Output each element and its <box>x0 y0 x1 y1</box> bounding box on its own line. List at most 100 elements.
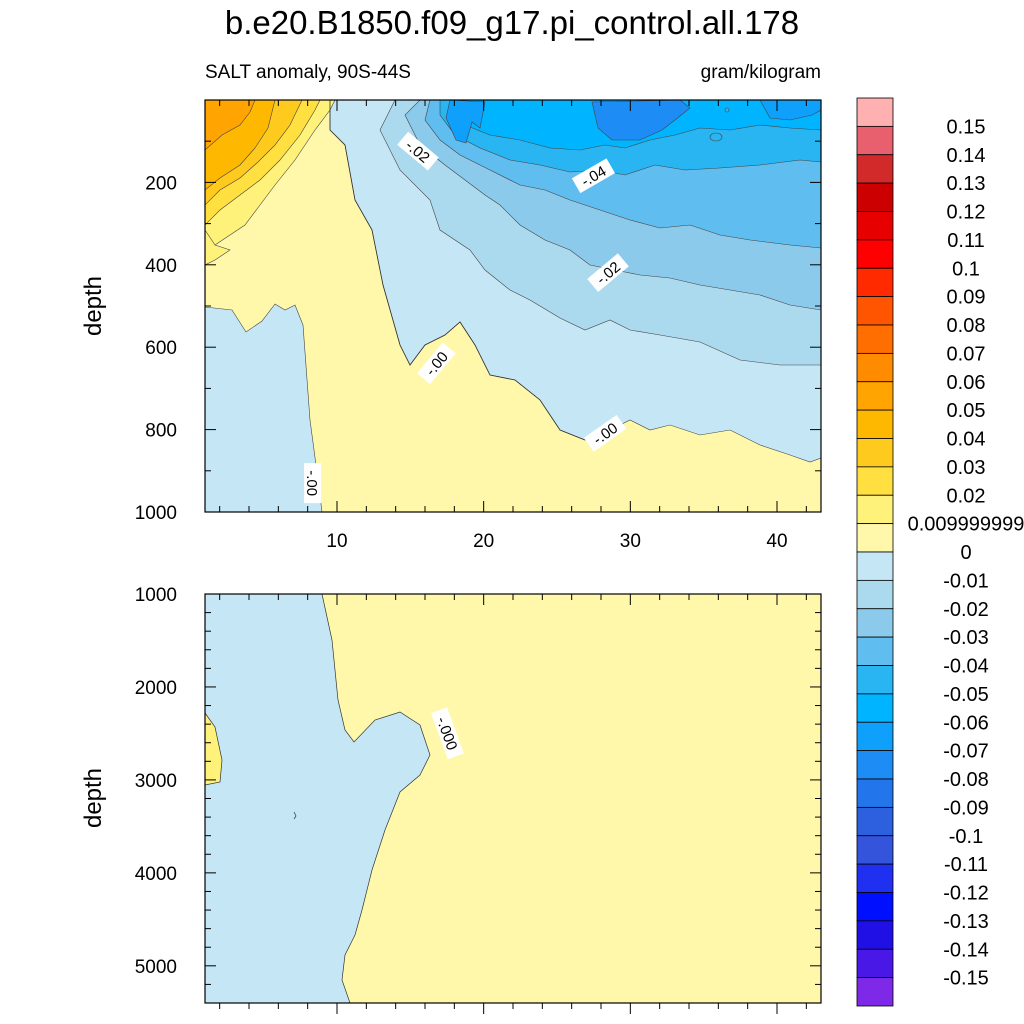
colorbar-box <box>856 324 894 354</box>
colorbar-label: 0.14 <box>947 145 986 167</box>
lower-small-artifact <box>293 811 297 820</box>
lower-fill-pos-002-left-patch <box>205 712 223 786</box>
colorbar-box <box>856 267 894 298</box>
colorbar-box <box>856 920 894 950</box>
colorbar-box <box>856 352 894 383</box>
colorbar-box <box>856 863 894 893</box>
colorbar-label: 0.05 <box>947 400 986 422</box>
colorbar-label: 0.15 <box>947 116 986 138</box>
colorbar-label: 0.1 <box>952 258 980 280</box>
colorbar-box <box>856 97 894 127</box>
upper-ytick-label: 800 <box>145 421 177 442</box>
colorbar-box <box>856 608 894 638</box>
colorbar-box <box>856 239 894 269</box>
colorbar-box <box>856 948 894 979</box>
colorbar-label: 0.07 <box>947 343 986 365</box>
upper-xtick-label: 30 <box>620 531 641 552</box>
colorbar-label: -0.14 <box>943 939 989 961</box>
upper-xtick-label: 40 <box>766 531 787 552</box>
lower-ytick-label: 2000 <box>135 678 177 699</box>
chart-subtitle-variable: SALT anomaly, 90S-44S <box>205 62 411 83</box>
colorbar-box <box>856 665 894 695</box>
colorbar-label: 0.04 <box>947 429 986 451</box>
lower-ytick-label: 4000 <box>135 864 177 885</box>
colorbar-box <box>856 721 894 752</box>
colorbar-label: -0.01 <box>943 570 989 592</box>
colorbar-box <box>856 182 894 212</box>
upper-fill-neg-small-patch <box>709 132 723 142</box>
colorbar-label: 0.12 <box>947 202 986 224</box>
colorbar-box <box>856 835 894 865</box>
colorbar-label: 0.09 <box>947 287 986 309</box>
colorbar-label: 0.02 <box>947 485 986 507</box>
colorbar-box <box>856 579 894 610</box>
colorbar-label: -0.02 <box>943 599 989 621</box>
chart-subtitle-units: gram/kilogram <box>700 62 821 83</box>
colorbar-label: -0.07 <box>943 741 989 763</box>
colorbar-box <box>856 438 894 468</box>
upper-axis-ticks <box>205 100 821 513</box>
colorbar-box <box>856 494 894 525</box>
colorbar-box <box>856 750 894 780</box>
upper-fill-neg-small-dot <box>724 107 730 113</box>
upper-xtick-label: 10 <box>326 531 347 552</box>
lower-fill-neg-001 <box>205 594 431 1003</box>
lower-axis-labels: 1000 2000 3000 4000 5000 <box>135 585 177 978</box>
colorbar-label: 0.009999999 <box>908 514 1024 536</box>
colorbar-box <box>856 154 894 184</box>
colorbar-box <box>856 211 894 241</box>
upper-axis-labels: 200 400 600 800 1000 10 20 30 40 <box>135 173 788 552</box>
colorbar-label: 0.06 <box>947 372 986 394</box>
colorbar-label: 0.03 <box>947 457 986 479</box>
lower-axis-ticks <box>205 593 821 1014</box>
colorbar-label: 0.13 <box>947 173 986 195</box>
upper-fill-neg-008-center <box>591 100 691 141</box>
colorbar-box <box>856 466 894 496</box>
colorbar-label: -0.12 <box>943 883 989 905</box>
colorbar-label: 0.08 <box>947 315 986 337</box>
colorbar: 0.15 0.14 0.13 0.12 0.11 0.1 0.09 0.08 0.07 0.06 0… <box>856 97 1024 1007</box>
colorbar-label: 0 <box>960 542 971 564</box>
colorbar-label: -0.08 <box>943 769 989 791</box>
zero-contour-line-upper <box>329 100 586 441</box>
colorbar-box <box>856 523 894 553</box>
svg-text:-.00: -.00 <box>303 470 320 496</box>
upper-fill-pos-006 <box>205 100 256 151</box>
lower-ytick-label: 1000 <box>135 585 177 606</box>
colorbar-box <box>856 892 894 922</box>
colorbar-box <box>856 551 894 581</box>
colorbar-label: -0.03 <box>943 627 989 649</box>
colorbar-box <box>856 778 894 808</box>
contour-label: -.00 <box>303 463 322 504</box>
upper-ytick-label: 200 <box>145 173 177 194</box>
upper-xtick-label: 20 <box>473 531 494 552</box>
colorbar-label: -0.11 <box>944 854 988 876</box>
colorbar-label: -0.09 <box>943 797 989 819</box>
upper-ytick-label: 400 <box>145 256 177 277</box>
colorbar-box <box>856 693 894 723</box>
chart-title: b.e20.B1850.f09_g17.pi_control.all.178 <box>224 4 800 41</box>
upper-fill-pos-bottom-left-strip <box>205 229 231 266</box>
colorbar-box <box>856 977 894 1007</box>
upper-ytick-label: 1000 <box>135 503 177 524</box>
colorbar-label: -0.13 <box>943 911 989 933</box>
colorbar-box <box>856 409 894 439</box>
colorbar-box <box>856 296 894 326</box>
colorbar-label: -0.06 <box>943 712 989 734</box>
colorbar-box <box>856 125 894 156</box>
upper-ytick-label: 600 <box>145 338 177 359</box>
colorbar-label: -0.05 <box>943 684 989 706</box>
colorbar-box <box>856 381 894 411</box>
colorbar-label: -0.1 <box>949 826 983 848</box>
upper-fill-neg-007-right <box>759 100 821 121</box>
lower-ytick-label: 5000 <box>135 957 177 978</box>
colorbar-label: 0.11 <box>947 230 984 252</box>
lower-ylabel: depth <box>80 768 107 828</box>
lower-ytick-label: 3000 <box>135 771 177 792</box>
colorbar-label: -0.15 <box>943 968 989 990</box>
upper-ylabel: depth <box>80 276 107 336</box>
colorbar-label: -0.04 <box>943 656 989 678</box>
